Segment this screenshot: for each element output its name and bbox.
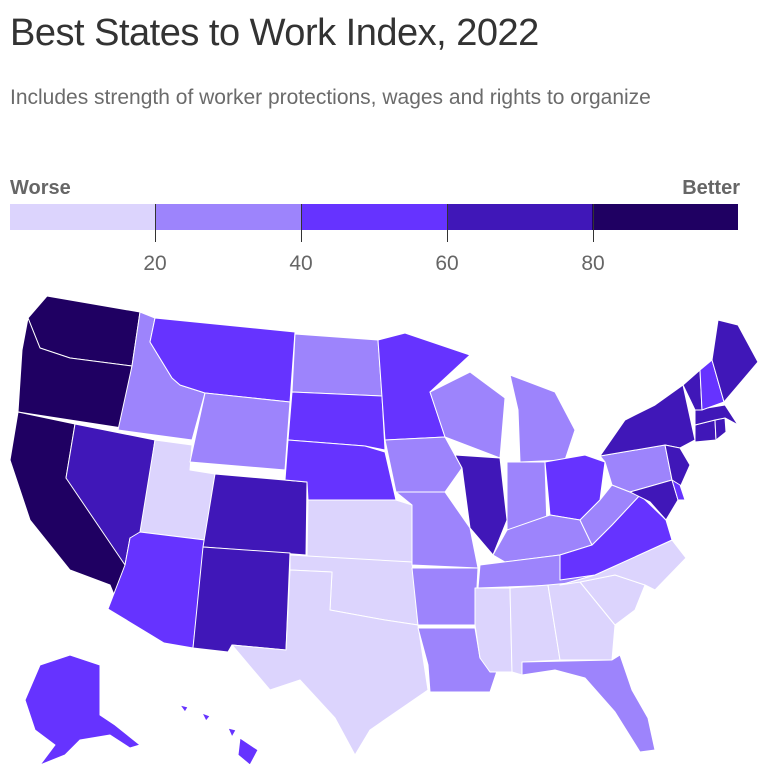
- state-ny[interactable]: [599, 384, 696, 457]
- us-states-map: [9, 295, 759, 766]
- legend-tick-label-40: 40: [289, 252, 313, 275]
- legend-tick-label-60: 60: [435, 252, 459, 275]
- state-sd[interactable]: [287, 391, 386, 451]
- legend-tick-40: [301, 204, 302, 242]
- legend-bin-1: [10, 204, 156, 230]
- state-ks[interactable]: [306, 499, 413, 563]
- state-ma[interactable]: [694, 404, 739, 426]
- legend-bin-2: [155, 204, 302, 230]
- state-md[interactable]: [629, 479, 679, 521]
- state-ak[interactable]: [24, 654, 141, 766]
- state-wi[interactable]: [429, 371, 506, 459]
- state-hi[interactable]: [179, 704, 259, 766]
- state-ia[interactable]: [384, 436, 463, 493]
- legend-bin-4: [446, 204, 593, 230]
- state-me[interactable]: [711, 319, 759, 403]
- legend-tick-label-80: 80: [581, 252, 605, 275]
- legend-bin-5: [592, 204, 738, 230]
- state-ri[interactable]: [714, 417, 727, 441]
- legend-tick-20: [155, 204, 156, 242]
- state-mi[interactable]: [509, 374, 576, 463]
- legend-high-label: Better: [682, 177, 740, 199]
- legend-low-label: Worse: [10, 177, 71, 199]
- state-ms[interactable]: [474, 587, 513, 673]
- state-tx[interactable]: [231, 569, 429, 756]
- state-nm[interactable]: [192, 546, 291, 653]
- legend-tick-60: [447, 204, 448, 242]
- legend-tick-80: [593, 204, 594, 242]
- state-wy[interactable]: [189, 392, 291, 471]
- state-de[interactable]: [671, 479, 686, 501]
- page-title: Best States to Work Index, 2022: [10, 12, 539, 54]
- state-fl[interactable]: [521, 654, 656, 753]
- page-subtitle: Includes strength of worker protections,…: [10, 86, 651, 109]
- state-co[interactable]: [202, 473, 308, 556]
- legend-bin-3: [301, 204, 447, 230]
- state-ar[interactable]: [411, 567, 479, 626]
- legend-tick-label-20: 20: [143, 252, 167, 275]
- legend-color-scale: [10, 204, 738, 230]
- state-nj[interactable]: [664, 444, 691, 493]
- state-nd[interactable]: [291, 333, 383, 397]
